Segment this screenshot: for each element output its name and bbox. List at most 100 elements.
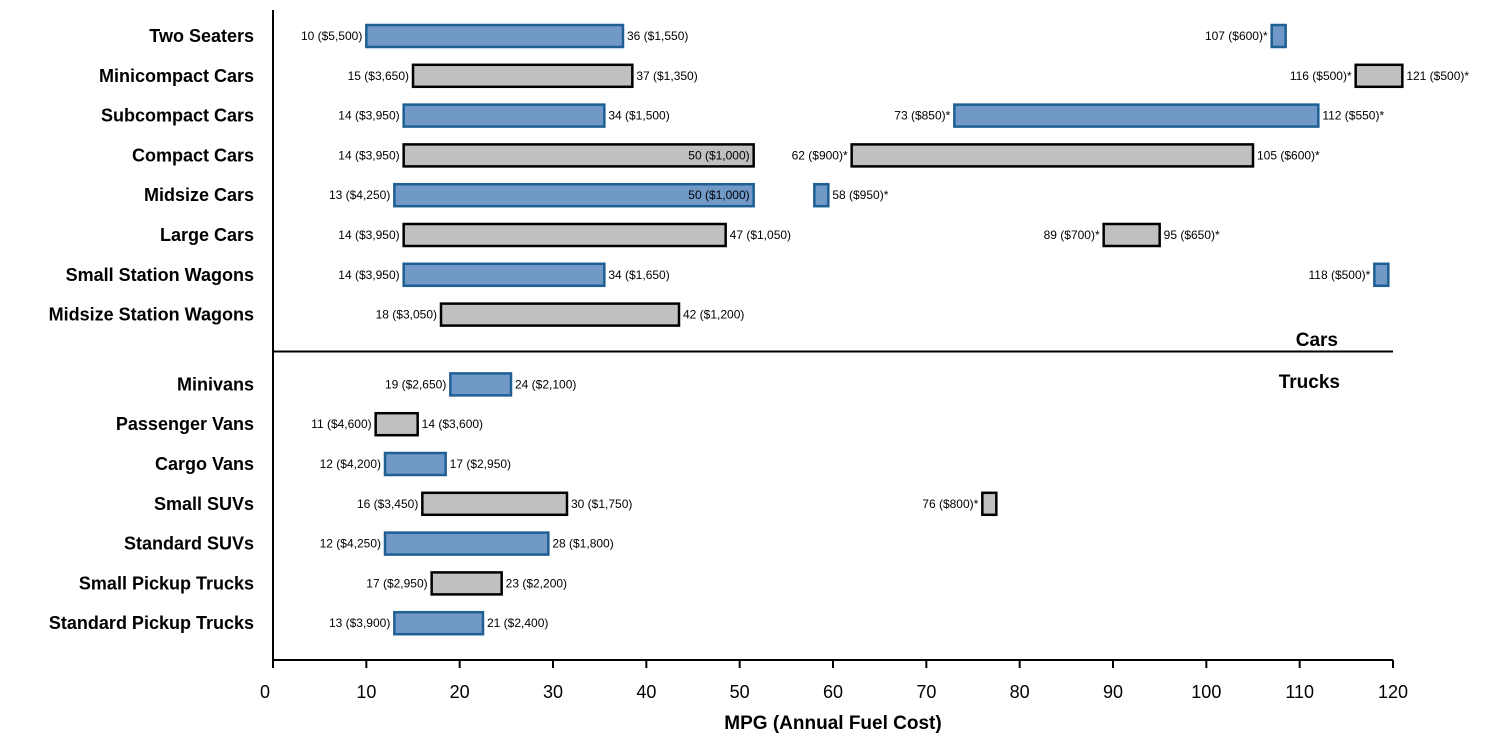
category-label-large-cars: Large Cars — [160, 225, 254, 245]
high-value-label: 28 ($1,800) — [552, 537, 613, 551]
category-label-minivans: Minivans — [177, 374, 254, 394]
x-tick-label: 60 — [823, 682, 843, 702]
low-value-label: 13 ($3,900) — [329, 616, 390, 630]
category-label-small-suvs: Small SUVs — [154, 494, 254, 514]
high-value-label: 37 ($1,350) — [636, 69, 697, 83]
low-value-label: 17 ($2,950) — [366, 576, 427, 590]
low-value-label: 14 ($3,950) — [338, 228, 399, 242]
x-tick-label: 30 — [543, 682, 563, 702]
low-value-label: 89 ($700)* — [1044, 228, 1100, 242]
high-value-label: 34 ($1,650) — [608, 268, 669, 282]
x-tick-label: 10 — [356, 682, 376, 702]
low-value-label: 14 ($3,950) — [338, 268, 399, 282]
high-value-label: 30 ($1,750) — [571, 497, 632, 511]
low-value-label: 62 ($900)* — [792, 148, 848, 162]
high-value-label: 50 ($1,000) — [688, 148, 749, 162]
high-value-label: 23 ($2,200) — [506, 576, 567, 590]
category-label-cargo-vans: Cargo Vans — [155, 454, 254, 474]
high-value-label: 105 ($600)* — [1257, 148, 1320, 162]
high-value-label: 47 ($1,050) — [730, 228, 791, 242]
high-value-label: 21 ($2,400) — [487, 616, 548, 630]
low-value-label: 12 ($4,250) — [320, 537, 381, 551]
x-tick-label: 20 — [450, 682, 470, 702]
high-value-label: 36 ($1,550) — [627, 29, 688, 43]
range-bar-large-cars-1 — [402, 222, 727, 248]
high-value-label: 112 ($550)* — [1322, 109, 1384, 123]
range-bar-cargo-vans-1 — [383, 451, 447, 477]
category-label-two-seaters: Two Seaters — [149, 26, 254, 46]
low-value-label: 76 ($800)* — [922, 497, 978, 511]
range-bar-passenger-vans-1 — [374, 411, 419, 437]
low-value-label: 12 ($4,200) — [320, 457, 381, 471]
category-labels: Two Seaters Minicompact Cars Subcompact Ca… — [49, 26, 254, 633]
high-value-label: 24 ($2,100) — [515, 377, 576, 391]
range-bar-subcompact-cars-1 — [402, 103, 606, 128]
range-bar-small-suvs-1 — [421, 491, 569, 517]
value-labels: 10 ($5,500) 36 ($1,550) 107 ($600)* 15 ($3,… — [301, 29, 1469, 630]
range-bar-small-station-wagons-1 — [402, 262, 606, 288]
low-value-label: 14 ($3,950) — [338, 148, 399, 162]
category-label-small-pickup-trucks: Small Pickup Trucks — [79, 573, 254, 593]
category-label-midsize-station-wagons: Midsize Station Wagons — [49, 305, 254, 325]
category-label-small-station-wagons: Small Station Wagons — [66, 265, 254, 285]
x-tick-label: 0 — [260, 682, 270, 702]
high-value-label: 50 ($1,000) — [688, 188, 749, 202]
low-value-label: 10 ($5,500) — [301, 29, 362, 43]
low-value-label: 19 ($2,650) — [385, 377, 446, 391]
x-tick-label: 100 — [1191, 682, 1221, 702]
range-bar-minivans-1 — [449, 372, 513, 397]
high-value-label: 42 ($1,200) — [683, 308, 744, 322]
x-tick-label: 120 — [1378, 682, 1408, 702]
high-value-label: 95 ($650)* — [1164, 228, 1220, 242]
low-value-label: 16 ($3,450) — [357, 497, 418, 511]
range-bar-standard-pickup-trucks-1 — [393, 610, 485, 636]
range-bar-two-seaters-1 — [365, 23, 625, 49]
low-value-label: 11 ($4,600) — [311, 417, 372, 431]
x-tick-label: 80 — [1010, 682, 1030, 702]
low-value-label: 116 ($500)* — [1290, 69, 1352, 83]
low-value-label: 118 ($500)* — [1309, 268, 1371, 282]
range-bar-small-suvs-2 — [981, 491, 998, 517]
range-bar-two-seaters-2 — [1270, 23, 1287, 49]
low-value-label: 13 ($4,250) — [329, 188, 390, 202]
range-bar-midsize-cars-1 — [393, 182, 755, 208]
category-label-compact-cars: Compact Cars — [132, 145, 254, 165]
x-tick-label: 110 — [1285, 682, 1314, 702]
section-label-trucks: Trucks — [1279, 372, 1340, 393]
low-value-label: 15 ($3,650) — [348, 69, 409, 83]
high-value-label: 121 ($500)* — [1406, 69, 1469, 83]
range-bar-compact-cars-1 — [402, 143, 755, 168]
x-tick-label: 50 — [730, 682, 750, 702]
x-tick-label: 70 — [916, 682, 936, 702]
low-value-label: 18 ($3,050) — [376, 308, 437, 322]
high-value-label: 34 ($1,500) — [608, 109, 669, 123]
x-tick-label: 40 — [636, 682, 656, 702]
range-bar-compact-cars-2 — [850, 143, 1255, 168]
low-value-label: 107 ($600)* — [1205, 29, 1268, 43]
category-label-standard-pickup-trucks: Standard Pickup Trucks — [49, 613, 254, 633]
x-axis-ticks: 0 10 20 30 40 50 60 70 80 90 100 110 120 — [260, 660, 1408, 702]
category-label-minicompact-cars: Minicompact Cars — [99, 66, 254, 86]
low-value-label: 14 ($3,950) — [338, 109, 399, 123]
range-bar-midsize-station-wagons-1 — [439, 302, 681, 327]
high-value-label: 58 ($950)* — [832, 188, 888, 202]
category-label-passenger-vans: Passenger Vans — [116, 414, 254, 434]
range-bar-large-cars-2 — [1102, 222, 1161, 248]
range-bar-minicompact-cars-1 — [411, 63, 634, 89]
x-axis-title: MPG (Annual Fuel Cost) — [724, 713, 941, 734]
section-label-cars: Cars — [1296, 330, 1338, 351]
range-bar-subcompact-cars-2 — [953, 103, 1320, 128]
category-label-subcompact-cars: Subcompact Cars — [101, 106, 254, 126]
high-value-label: 17 ($2,950) — [450, 457, 511, 471]
range-bar-small-station-wagons-2 — [1373, 262, 1390, 288]
category-label-midsize-cars: Midsize Cars — [144, 185, 254, 205]
high-value-label: 14 ($3,600) — [422, 417, 483, 431]
low-value-label: 73 ($850)* — [894, 109, 950, 123]
range-bar-minicompact-cars-2 — [1354, 63, 1404, 89]
range-bar-midsize-cars-2 — [813, 182, 830, 208]
x-tick-label: 90 — [1103, 682, 1123, 702]
range-bar-standard-suvs-1 — [383, 531, 550, 556]
range-bars — [365, 23, 1404, 636]
range-bar-small-pickup-trucks-1 — [430, 571, 503, 596]
